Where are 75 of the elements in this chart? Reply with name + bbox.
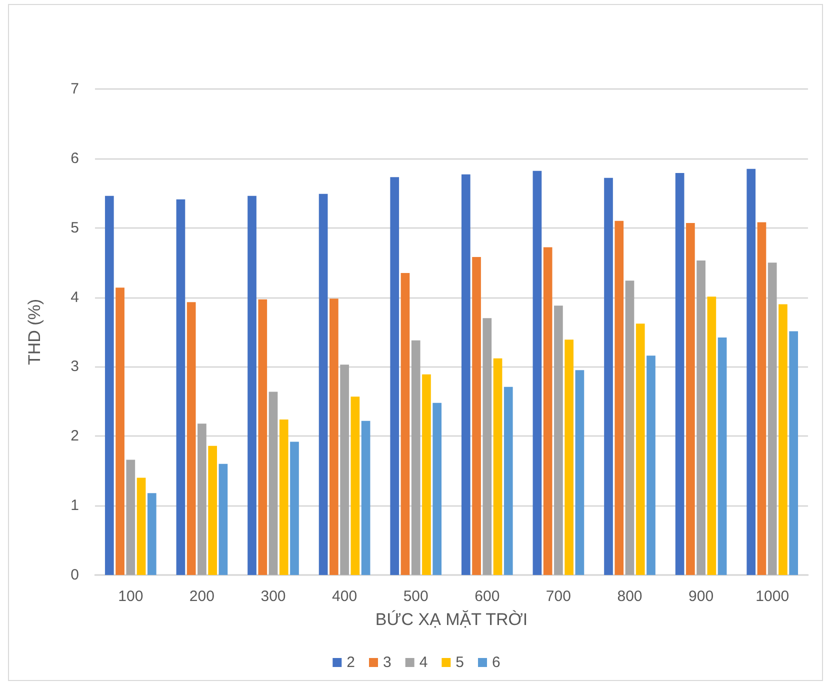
bar <box>778 304 788 575</box>
bar <box>554 306 563 575</box>
y-axis-title: THD (%) <box>25 298 44 366</box>
bar <box>176 199 186 575</box>
bar <box>532 170 542 575</box>
bar <box>768 262 777 575</box>
bar <box>208 446 217 575</box>
bar <box>625 280 634 575</box>
bar <box>614 220 624 575</box>
x-tick-label: 1000 <box>756 588 790 605</box>
bar <box>318 194 328 575</box>
legend-label: 6 <box>492 654 500 671</box>
bar <box>646 356 656 575</box>
bar <box>493 358 502 575</box>
x-axis-title: BỨC XẠ MẶT TRỜI <box>375 610 528 629</box>
bar <box>186 302 196 575</box>
bar <box>482 318 492 575</box>
bar <box>564 340 574 575</box>
x-tick-label: 200 <box>189 588 214 605</box>
bar <box>198 424 206 575</box>
y-tick-label: 2 <box>70 428 79 445</box>
x-tick-label: 100 <box>118 588 144 605</box>
x-tick-label: 900 <box>688 588 714 605</box>
bar <box>422 374 431 575</box>
bar <box>504 386 513 575</box>
bar <box>290 442 299 575</box>
y-tick-label: 7 <box>70 80 79 98</box>
bar <box>411 340 420 575</box>
y-tick-label: 5 <box>70 219 79 236</box>
bar <box>686 222 695 575</box>
bar <box>675 173 684 575</box>
y-tick-label: 4 <box>70 288 79 306</box>
bar <box>400 272 410 575</box>
bar <box>390 177 400 575</box>
bar <box>350 396 360 575</box>
y-tick-label: 3 <box>70 358 79 376</box>
legend-label: 5 <box>456 654 464 671</box>
bar <box>126 460 136 575</box>
bar <box>330 298 338 575</box>
bar <box>116 288 124 575</box>
bar <box>707 296 716 575</box>
bar <box>361 420 370 575</box>
x-tick-label: 300 <box>260 588 286 605</box>
bar <box>258 299 268 575</box>
x-tick-label: 800 <box>617 588 642 605</box>
bar <box>789 331 798 575</box>
bar <box>718 338 727 575</box>
bar <box>461 174 470 575</box>
legend-label: 4 <box>419 654 428 671</box>
bar <box>604 178 613 575</box>
y-tick-label: 1 <box>70 497 79 514</box>
bar <box>136 478 146 575</box>
bar <box>218 464 228 575</box>
y-tick-label: 0 <box>70 566 79 584</box>
bar <box>279 419 288 575</box>
legend-label: 3 <box>382 654 392 671</box>
legend-label: 2 <box>346 654 355 671</box>
bar <box>757 222 766 575</box>
y-tick-label: 6 <box>70 150 79 167</box>
bar <box>104 196 114 575</box>
bar <box>268 392 278 575</box>
bar <box>746 168 756 575</box>
x-tick-label: 500 <box>403 588 428 605</box>
x-tick-label: 400 <box>332 588 358 605</box>
x-tick-label: 600 <box>474 588 500 605</box>
bar <box>147 493 156 575</box>
bar <box>340 364 349 575</box>
bar <box>432 402 442 575</box>
bar <box>575 370 584 575</box>
x-tick-label: 700 <box>546 588 571 605</box>
bar <box>472 257 481 575</box>
bar <box>248 196 256 575</box>
bar <box>696 260 706 575</box>
bar <box>543 247 552 575</box>
bar <box>636 324 645 575</box>
